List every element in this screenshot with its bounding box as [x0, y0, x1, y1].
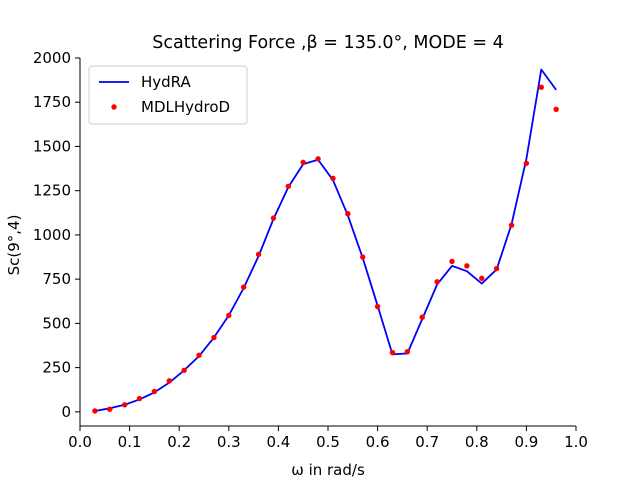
- data-point-mdlhydrod: [434, 279, 440, 285]
- y-tick-label: 1000: [33, 226, 71, 244]
- data-point-mdlhydrod: [360, 254, 366, 260]
- x-tick-label: 0.2: [167, 433, 191, 451]
- data-point-mdlhydrod: [553, 106, 559, 113]
- legend: HydRA MDLHydroD: [88, 65, 248, 125]
- legend-label-hydra: HydRA: [141, 73, 191, 91]
- data-point-mdlhydrod: [479, 275, 485, 281]
- data-point-mdlhydrod: [240, 284, 247, 290]
- data-point-mdlhydrod: [107, 406, 113, 412]
- y-tick-label: 750: [42, 270, 71, 288]
- data-point-mdlhydrod: [255, 251, 262, 258]
- data-point-mdlhydrod: [493, 265, 500, 272]
- data-point-mdlhydrod: [523, 160, 530, 166]
- data-point-mdlhydrod: [151, 388, 158, 395]
- data-point-mdlhydrod: [330, 175, 336, 182]
- axes: 0.0 0.1 0.2 0.3 0.4 0.5 0.6 0.7 0.8 0.9 1.0 0 250 500…: [33, 49, 588, 451]
- x-tick-label: 0.0: [68, 433, 92, 451]
- data-point-mdlhydrod: [270, 215, 277, 221]
- data-point-mdlhydrod: [121, 402, 128, 408]
- legend-box: [88, 65, 248, 125]
- data-point-mdlhydrod: [315, 156, 321, 162]
- data-point-mdlhydrod: [196, 352, 202, 358]
- data-point-mdlhydrod: [211, 334, 217, 341]
- x-tick-label: 1.0: [564, 433, 588, 451]
- y-tick-label: 0: [61, 403, 71, 421]
- data-point-mdlhydrod: [464, 263, 470, 269]
- plot-area: [92, 68, 559, 414]
- data-point-mdlhydrod: [538, 84, 544, 90]
- data-point-mdlhydrod: [181, 367, 187, 373]
- x-tick-label: 0.6: [366, 433, 390, 451]
- y-tick-label: 250: [42, 359, 71, 377]
- x-tick-label: 0.5: [316, 433, 340, 451]
- x-axis-label: ω in rad/s: [291, 461, 365, 479]
- y-tick-label: 500: [42, 314, 71, 332]
- x-tick-label: 0.7: [415, 433, 439, 451]
- data-point-mdlhydrod: [419, 314, 425, 320]
- data-point-mdlhydrod: [345, 210, 351, 217]
- data-point-mdlhydrod: [508, 222, 515, 228]
- x-tick-label: 0.3: [217, 433, 241, 451]
- data-point-mdlhydrod: [374, 303, 381, 310]
- y-tick-label: 1750: [33, 93, 71, 111]
- legend-swatch-mdlhydrod: [111, 104, 117, 110]
- x-tick-label: 0.8: [465, 433, 489, 451]
- x-tick-label: 0.4: [266, 433, 290, 451]
- data-point-mdlhydrod: [300, 159, 306, 166]
- data-point-mdlhydrod: [285, 183, 292, 189]
- data-point-mdlhydrod: [92, 408, 98, 414]
- data-point-mdlhydrod: [404, 348, 411, 355]
- data-point-mdlhydrod: [449, 258, 455, 265]
- data-point-mdlhydrod: [136, 395, 143, 402]
- y-tick-label: 1250: [33, 182, 71, 200]
- x-tick-label: 0.1: [118, 433, 142, 451]
- y-tick-label: 1500: [33, 137, 71, 155]
- y-tick-label: 2000: [33, 49, 71, 67]
- y-axis-label: Sc(9°,4): [5, 215, 23, 276]
- legend-label-mdlhydrod: MDLHydroD: [141, 98, 230, 116]
- data-point-mdlhydrod: [226, 312, 232, 319]
- x-tick-label: 0.9: [514, 433, 538, 451]
- chart-title: Scattering Force ,β = 135.0°, MODE = 4: [152, 33, 504, 53]
- data-point-mdlhydrod: [389, 349, 396, 356]
- data-point-mdlhydrod: [166, 378, 172, 384]
